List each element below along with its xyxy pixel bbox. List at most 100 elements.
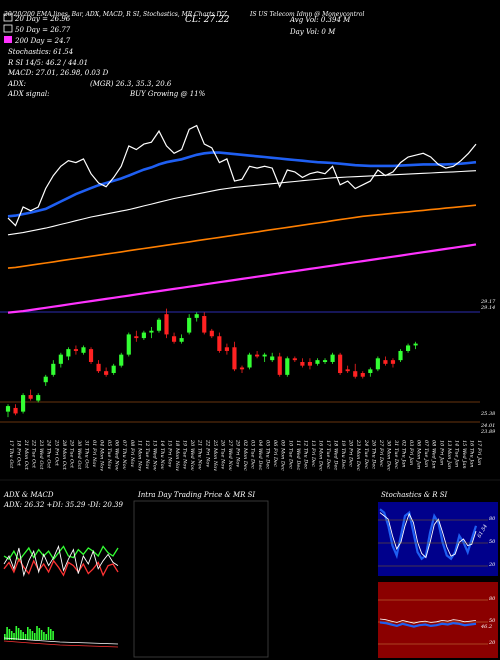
candle-body — [66, 349, 71, 357]
macd-bar — [27, 627, 29, 640]
date-label: 31 Tue Dec — [393, 440, 399, 469]
macd-bar — [43, 632, 45, 640]
candle-body — [353, 371, 358, 377]
adx-macd-title: ADX & MACD — [3, 491, 54, 499]
macd-bar — [15, 626, 18, 640]
candle-body — [149, 330, 154, 333]
macd-bar — [24, 634, 27, 640]
legend-stochastics: Stochastics: 61.54 — [8, 48, 73, 56]
candle-body — [360, 373, 365, 377]
candle-body — [292, 358, 297, 361]
candle-body — [383, 360, 388, 364]
stochastics-lines — [378, 508, 488, 567]
legend-swatch-50 — [3, 24, 13, 33]
date-label: 10 Fri Jan — [438, 440, 444, 465]
candle-body — [277, 356, 282, 375]
date-label: 22 Fri Nov — [204, 439, 210, 467]
date-label: 14 Thu Nov — [159, 440, 165, 470]
rsi-tick-50: 50 — [489, 618, 496, 624]
date-label: 17 Fri Jan — [476, 440, 482, 465]
candle-body — [202, 316, 207, 333]
macd-histogram — [3, 626, 119, 648]
macd-bar — [50, 629, 52, 640]
candle-body — [239, 367, 245, 370]
moving-average-lines — [7, 124, 477, 314]
legend-swatch-20 — [3, 13, 13, 22]
date-label: 30 Wed Oct — [76, 440, 82, 470]
candle-body — [88, 349, 94, 362]
ma-line-close — [7, 124, 477, 227]
candle-body — [307, 361, 313, 366]
candle-body — [209, 330, 214, 337]
legend-50-day: 50 Day = 26.77 — [15, 26, 71, 34]
candle-body — [330, 354, 335, 362]
date-label: 03 Fri Jan — [408, 440, 414, 465]
candle-body — [375, 358, 380, 370]
date-label: 14 Tue Jan — [453, 440, 459, 467]
candle-body — [338, 354, 343, 374]
legend: 20 Day = 26.96 50 Day = 26.77 200 Day = … — [3, 13, 206, 98]
legend-adx-signal-label: ADX signal: — [7, 90, 49, 98]
date-label: 05 Tue Nov — [106, 440, 112, 469]
date-label: 20 Wed Nov — [189, 439, 195, 471]
date-label: 06 Fri Dec — [272, 440, 278, 467]
date-axis: 17 Thu Oct 18 Fri Oct 21 Mon Oct 22 Tue Oct… — [8, 439, 482, 471]
day-volume: Day Vol: 0 M — [289, 28, 336, 36]
date-label: 13 Wed Nov — [151, 440, 157, 471]
rsi-annotation: 46.2 — [480, 624, 492, 630]
adx-lines — [3, 544, 119, 577]
date-label: 19 Tue Nov — [182, 440, 188, 469]
date-label: 26 Tue Nov — [219, 439, 225, 469]
candle-body — [119, 354, 124, 366]
candle-body — [315, 360, 320, 364]
date-label: 18 Wed Dec — [333, 440, 339, 470]
candle-body — [247, 354, 252, 368]
candle-body — [111, 365, 116, 374]
date-label: 22 Tue Oct — [31, 439, 37, 469]
date-label: 05 Thu Dec — [265, 440, 271, 469]
legend-20-day: 20 Day = 26.96 — [14, 15, 71, 23]
macd-bar — [40, 630, 43, 640]
candle-body — [13, 407, 18, 414]
date-label: 27 Wed Nov — [227, 439, 233, 471]
candle-body — [171, 336, 177, 342]
date-label: 04 Mon Nov — [99, 440, 105, 471]
date-label: 24 Thu Oct — [46, 439, 52, 469]
macd-bar — [38, 628, 41, 640]
date-label: 06 Mon Jan — [416, 440, 422, 469]
date-label: 06 Wed Nov — [114, 440, 120, 471]
candle-body — [398, 350, 403, 361]
date-label: 16 Thu Jan — [468, 440, 474, 468]
legend-rsi: R SI 14/5: 46.2 / 44.01 — [7, 59, 88, 67]
candle-body — [141, 332, 146, 339]
macd-bar — [22, 632, 24, 640]
date-label: 29 Tue Oct — [68, 439, 74, 469]
macd-bar — [8, 629, 11, 640]
date-label: 31 Thu Oct — [83, 440, 89, 469]
legend-adx-signal: BUY Growing @ 11% — [129, 90, 206, 98]
date-label: 17 Thu Oct — [8, 440, 14, 469]
stoch-line — [379, 508, 478, 561]
date-label: 08 Wed Jan — [431, 440, 437, 469]
date-label: 11 Mon Nov — [136, 440, 142, 471]
stoch-rsi-panel: Stochastics & R SI 80 50 20 80 50 20 61.… — [378, 491, 498, 658]
macd-bar — [52, 631, 54, 640]
stoch-title: Stochastics & R SI — [381, 491, 448, 499]
candle-body — [51, 363, 56, 375]
candle-body — [285, 358, 290, 375]
macd-bar — [17, 628, 20, 640]
stoch-panel-bg — [378, 502, 498, 576]
adx-macd-panel: ADX & MACD ADX: 26.32 +DI: 35.29 -DI: 20… — [3, 491, 124, 648]
close-price: CL: 27.22 — [185, 15, 230, 25]
candle-body — [217, 336, 222, 351]
rsi-line — [379, 621, 477, 628]
candle-body — [5, 406, 11, 412]
header-title-right: IS US Telecom Idmn @ Moneycontrol — [249, 11, 364, 18]
price-label-1: 29.17 — [480, 299, 496, 305]
legend-adx-label: ADX: — [7, 80, 26, 88]
date-label: 15 Fri Nov — [167, 440, 173, 467]
candle-body — [255, 354, 260, 357]
macd-bar — [36, 626, 38, 640]
date-label: 25 Mon Nov — [212, 439, 218, 471]
